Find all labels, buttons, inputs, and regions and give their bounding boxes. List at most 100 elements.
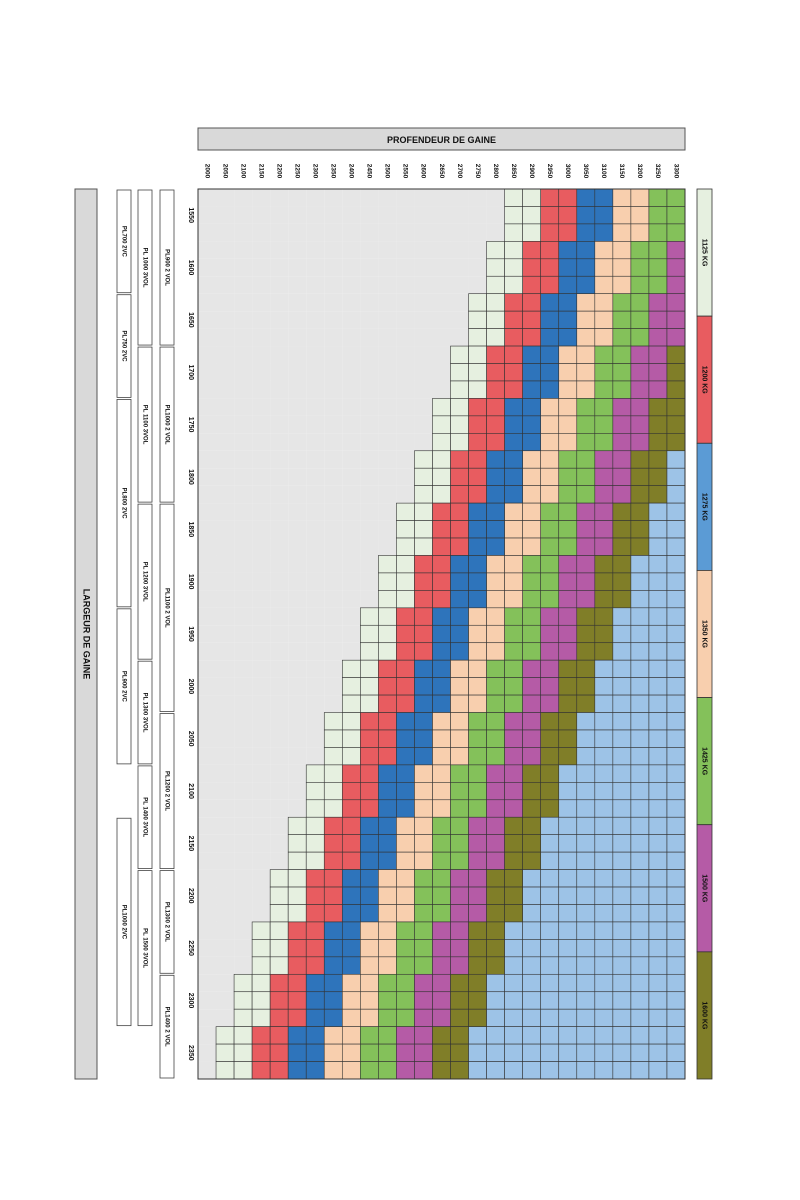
- grid-cell: [342, 346, 361, 364]
- grid-cell: [396, 1026, 415, 1045]
- grid-cell: [216, 991, 235, 1010]
- platform-label: PL1000 2 VOL: [163, 405, 169, 445]
- grid-cell: [558, 747, 578, 766]
- grid-cell: [468, 189, 487, 207]
- grid-cell: [396, 607, 415, 626]
- grid-cell: [234, 904, 253, 922]
- grid-cell: [305, 973, 325, 993]
- grid-cell: [630, 433, 650, 452]
- grid-cell: [432, 851, 451, 870]
- grid-cell: [360, 869, 379, 888]
- grid-cell: [216, 346, 235, 364]
- depth-tick-label: 2950: [546, 164, 553, 179]
- grid-cell: [630, 973, 650, 993]
- grid-cell: [198, 485, 217, 504]
- grid-cell: [432, 520, 451, 539]
- grid-cell: [341, 764, 361, 783]
- grid-cell: [360, 311, 379, 329]
- grid-cell: [468, 363, 487, 382]
- grid-cell: [287, 886, 307, 905]
- grid-cell: [396, 677, 415, 696]
- grid-cell: [198, 520, 217, 539]
- grid-cell: [414, 241, 433, 259]
- grid-cell: [666, 991, 686, 1010]
- grid-cell: [396, 223, 415, 242]
- grid-cell: [396, 747, 415, 766]
- grid-cell: [305, 956, 325, 975]
- grid-cell: [612, 816, 632, 835]
- grid-cell: [288, 590, 307, 608]
- grid-cell: [594, 258, 614, 277]
- grid-cell: [594, 694, 614, 713]
- grid-cell: [486, 241, 505, 260]
- grid-cell: [288, 607, 307, 626]
- grid-cell: [342, 241, 361, 259]
- grid-cell: [522, 1026, 542, 1045]
- grid-cell: [269, 869, 289, 888]
- grid-cell: [558, 310, 578, 329]
- grid-cell: [522, 834, 542, 853]
- grid-cell: [396, 380, 415, 399]
- grid-cell: [360, 572, 379, 591]
- grid-cell: [558, 590, 578, 609]
- grid-cell: [198, 590, 217, 608]
- grid-cell: [360, 346, 379, 364]
- grid-cell: [576, 1043, 596, 1062]
- grid-cell: [486, 189, 505, 207]
- grid-cell: [522, 1043, 542, 1062]
- grid-cell: [396, 921, 415, 940]
- grid-cell: [342, 450, 361, 469]
- grid-cell: [432, 555, 451, 574]
- grid-cell: [576, 450, 596, 469]
- depth-tick-label: 3300: [672, 164, 679, 179]
- grid-cell: [360, 363, 379, 381]
- grid-cell: [234, 223, 253, 242]
- grid-cell: [648, 223, 668, 242]
- grid-cell: [558, 450, 578, 469]
- grid-cell: [558, 467, 578, 486]
- grid-cell: [396, 433, 415, 451]
- grid-cell: [287, 851, 307, 870]
- grid-cell: [305, 1043, 325, 1062]
- grid-cell: [306, 590, 325, 608]
- grid-cell: [396, 816, 415, 835]
- grid-cell: [270, 852, 289, 870]
- grid-cell: [342, 223, 361, 242]
- grid-cell: [450, 939, 469, 958]
- grid-cell: [558, 973, 578, 993]
- platform-label: PL1200 2 VOL: [163, 771, 169, 811]
- grid-cell: [522, 241, 542, 260]
- grid-cell: [396, 206, 415, 224]
- grid-cell: [234, 782, 253, 800]
- grid-cell: [468, 328, 487, 347]
- grid-cell: [378, 973, 397, 993]
- grid-cell: [287, 834, 307, 853]
- grid-cell: [378, 380, 397, 399]
- grid-cell: [306, 293, 325, 312]
- grid-cell: [648, 310, 668, 329]
- grid-cell: [540, 555, 560, 574]
- platform-bar: [137, 765, 153, 869]
- grid-cell: [540, 1008, 560, 1027]
- grid-cell: [360, 677, 379, 696]
- grid-cell: [198, 328, 217, 347]
- grid-cell: [468, 677, 487, 696]
- grid-cell: [323, 816, 343, 835]
- grid-cell: [540, 223, 560, 242]
- grid-cell: [234, 433, 253, 451]
- grid-cell: [396, 764, 415, 783]
- grid-cell: [288, 380, 307, 399]
- grid-cell: [216, 904, 235, 922]
- grid-cell: [450, 520, 469, 539]
- grid-cell: [486, 572, 505, 591]
- grid-cell: [288, 572, 307, 591]
- grid-cell: [594, 886, 614, 905]
- grid-cell: [414, 346, 433, 364]
- grid-cell: [234, 939, 253, 957]
- grid-cell: [648, 956, 668, 975]
- grid-cell: [269, 991, 289, 1010]
- grid-cell: [378, 659, 397, 678]
- grid-cell: [432, 502, 451, 521]
- grid-cell: [468, 380, 487, 399]
- grid-cell: [522, 398, 542, 417]
